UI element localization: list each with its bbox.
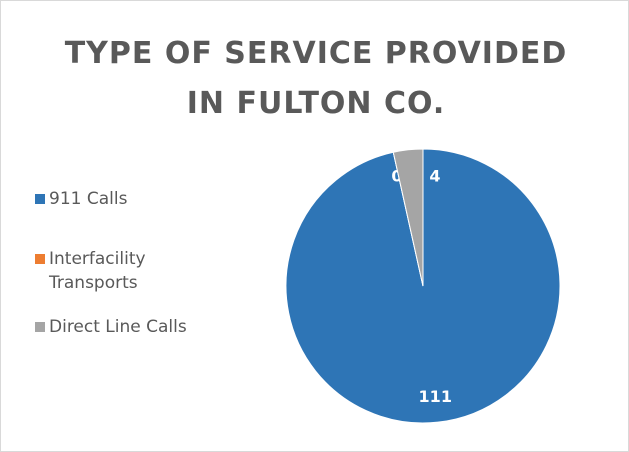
data-label: 4: [429, 167, 440, 186]
legend-entry: Direct Line Calls: [35, 315, 195, 339]
pie-slice: [392, 148, 424, 287]
data-label: 0: [391, 167, 402, 186]
legend-label: Interfacility Transports: [49, 249, 146, 293]
legend-entry: Interfacility Transports: [35, 247, 195, 295]
legend-swatch: [35, 254, 45, 264]
chart-title: TYPE OF SERVICE PROVIDED IN FULTON CO.: [64, 36, 568, 121]
legend-label: 911 Calls: [49, 189, 128, 209]
legend-swatch: [35, 194, 45, 204]
pie-slice: [285, 148, 561, 424]
legend: 911 Calls Interfacility Transports Direct …: [35, 187, 195, 339]
legend-swatch: [35, 322, 45, 332]
legend-entry: 911 Calls: [35, 187, 195, 211]
legend-label: Direct Line Calls: [49, 317, 187, 337]
data-label: 111: [419, 387, 452, 406]
